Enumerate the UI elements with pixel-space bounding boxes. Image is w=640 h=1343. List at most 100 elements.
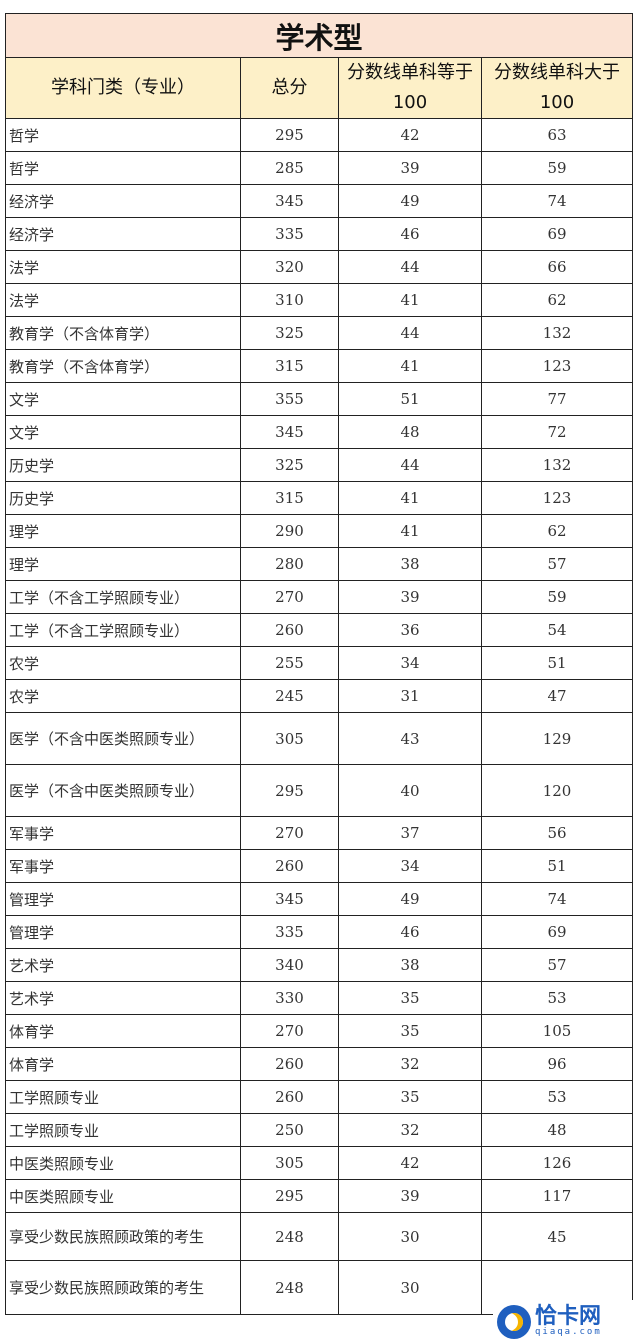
table-row: 教育学（不含体育学） 325 44 132 xyxy=(5,316,634,350)
cell-single-gt-100: 69 xyxy=(480,915,634,949)
cell-category: 工学（不含工学照顾专业） xyxy=(5,613,241,647)
score-table: 学术型 学科门类（专业） 总分 分数线单科等于100 分数线单科大于100 哲学… xyxy=(4,13,634,1315)
table-row: 体育学 260 32 96 xyxy=(5,1047,634,1081)
cell-total: 340 xyxy=(240,948,339,982)
cell-single-eq-100: 46 xyxy=(338,217,482,251)
cell-total: 335 xyxy=(240,217,339,251)
cell-category: 医学（不含中医类照顾专业） xyxy=(5,764,241,817)
cell-single-eq-100: 49 xyxy=(338,882,482,916)
cell-category: 艺术学 xyxy=(5,948,241,982)
cell-total: 260 xyxy=(240,1047,339,1081)
cell-single-gt-100: 123 xyxy=(480,481,634,515)
table-row: 军事学 260 34 51 xyxy=(5,849,634,883)
cell-category: 艺术学 xyxy=(5,981,241,1015)
cell-category: 中医类照顾专业 xyxy=(5,1179,241,1213)
table-row: 工学（不含工学照顾专业） 260 36 54 xyxy=(5,613,634,647)
cell-single-gt-100: 51 xyxy=(480,849,634,883)
cell-total: 260 xyxy=(240,849,339,883)
cell-total: 260 xyxy=(240,613,339,647)
cell-single-eq-100: 37 xyxy=(338,816,482,850)
cell-single-gt-100: 132 xyxy=(480,448,634,482)
cell-total: 305 xyxy=(240,1146,339,1180)
table-row: 管理学 345 49 74 xyxy=(5,882,634,916)
cell-total: 270 xyxy=(240,580,339,614)
cell-single-gt-100: 53 xyxy=(480,1080,634,1114)
cell-single-gt-100: 53 xyxy=(480,981,634,1015)
cell-single-eq-100: 44 xyxy=(338,316,482,350)
cell-total: 315 xyxy=(240,481,339,515)
cell-category: 管理学 xyxy=(5,882,241,916)
table-row: 理学 290 41 62 xyxy=(5,514,634,548)
cell-single-eq-100: 36 xyxy=(338,613,482,647)
cell-single-gt-100: 69 xyxy=(480,217,634,251)
cell-total: 305 xyxy=(240,712,339,765)
cell-single-eq-100: 41 xyxy=(338,283,482,317)
table-row: 医学（不含中医类照顾专业） 295 40 120 xyxy=(5,764,634,817)
cell-single-eq-100: 34 xyxy=(338,849,482,883)
cell-category: 文学 xyxy=(5,415,241,449)
table-row: 哲学 295 42 63 xyxy=(5,118,634,152)
cell-category: 工学照顾专业 xyxy=(5,1113,241,1147)
cell-total: 270 xyxy=(240,816,339,850)
cell-single-eq-100: 41 xyxy=(338,349,482,383)
cell-total: 260 xyxy=(240,1080,339,1114)
cell-single-gt-100: 123 xyxy=(480,349,634,383)
cell-single-gt-100: 62 xyxy=(480,283,634,317)
table-row: 管理学 335 46 69 xyxy=(5,915,634,949)
cell-single-eq-100: 44 xyxy=(338,448,482,482)
table-row: 农学 245 31 47 xyxy=(5,679,634,713)
cell-single-eq-100: 38 xyxy=(338,948,482,982)
cell-single-gt-100: 66 xyxy=(480,250,634,284)
cell-single-eq-100: 30 xyxy=(338,1260,482,1315)
cell-single-gt-100: 74 xyxy=(480,184,634,218)
logo-domain: qiaqa.com xyxy=(535,1327,602,1337)
header-single-gt-100: 分数线单科大于100 xyxy=(480,57,634,119)
cell-total: 295 xyxy=(240,764,339,817)
table-row: 中医类照顾专业 295 39 117 xyxy=(5,1179,634,1213)
cell-category: 中医类照顾专业 xyxy=(5,1146,241,1180)
cell-category: 经济学 xyxy=(5,217,241,251)
cell-single-gt-100: 105 xyxy=(480,1014,634,1048)
table-row: 哲学 285 39 59 xyxy=(5,151,634,185)
table-row: 经济学 345 49 74 xyxy=(5,184,634,218)
cell-total: 310 xyxy=(240,283,339,317)
cell-single-gt-100: 57 xyxy=(480,547,634,581)
cell-total: 325 xyxy=(240,316,339,350)
cell-single-eq-100: 40 xyxy=(338,764,482,817)
cell-single-eq-100: 42 xyxy=(338,118,482,152)
cell-category: 工学照顾专业 xyxy=(5,1080,241,1114)
cell-single-gt-100: 74 xyxy=(480,882,634,916)
cell-category: 历史学 xyxy=(5,448,241,482)
cell-single-gt-100: 59 xyxy=(480,580,634,614)
cell-single-eq-100: 41 xyxy=(338,514,482,548)
cell-single-gt-100: 48 xyxy=(480,1113,634,1147)
cell-category: 法学 xyxy=(5,250,241,284)
table-row: 艺术学 330 35 53 xyxy=(5,981,634,1015)
cell-single-eq-100: 34 xyxy=(338,646,482,680)
cell-category: 享受少数民族照顾政策的考生 xyxy=(5,1260,241,1315)
header-single-eq-100: 分数线单科等于100 xyxy=(338,57,482,119)
cell-single-gt-100: 117 xyxy=(480,1179,634,1213)
table-row: 经济学 335 46 69 xyxy=(5,217,634,251)
cell-single-eq-100: 51 xyxy=(338,382,482,416)
cell-single-eq-100: 49 xyxy=(338,184,482,218)
cell-category: 农学 xyxy=(5,679,241,713)
cell-single-gt-100: 45 xyxy=(480,1212,634,1261)
cell-single-gt-100: 96 xyxy=(480,1047,634,1081)
table-row: 医学（不含中医类照顾专业） 305 43 129 xyxy=(5,712,634,765)
table-row: 军事学 270 37 56 xyxy=(5,816,634,850)
cell-total: 290 xyxy=(240,514,339,548)
cell-category: 工学（不含工学照顾专业） xyxy=(5,580,241,614)
table-row: 中医类照顾专业 305 42 126 xyxy=(5,1146,634,1180)
table-row: 享受少数民族照顾政策的考生 248 30 xyxy=(5,1260,634,1315)
cell-single-eq-100: 38 xyxy=(338,547,482,581)
cell-single-eq-100: 32 xyxy=(338,1047,482,1081)
cell-single-gt-100: 56 xyxy=(480,816,634,850)
cell-total: 295 xyxy=(240,1179,339,1213)
cell-category: 哲学 xyxy=(5,151,241,185)
cell-total: 270 xyxy=(240,1014,339,1048)
cell-category: 教育学（不含体育学） xyxy=(5,316,241,350)
cell-single-gt-100: 62 xyxy=(480,514,634,548)
table-row: 历史学 325 44 132 xyxy=(5,448,634,482)
table-title: 学术型 xyxy=(4,13,634,58)
